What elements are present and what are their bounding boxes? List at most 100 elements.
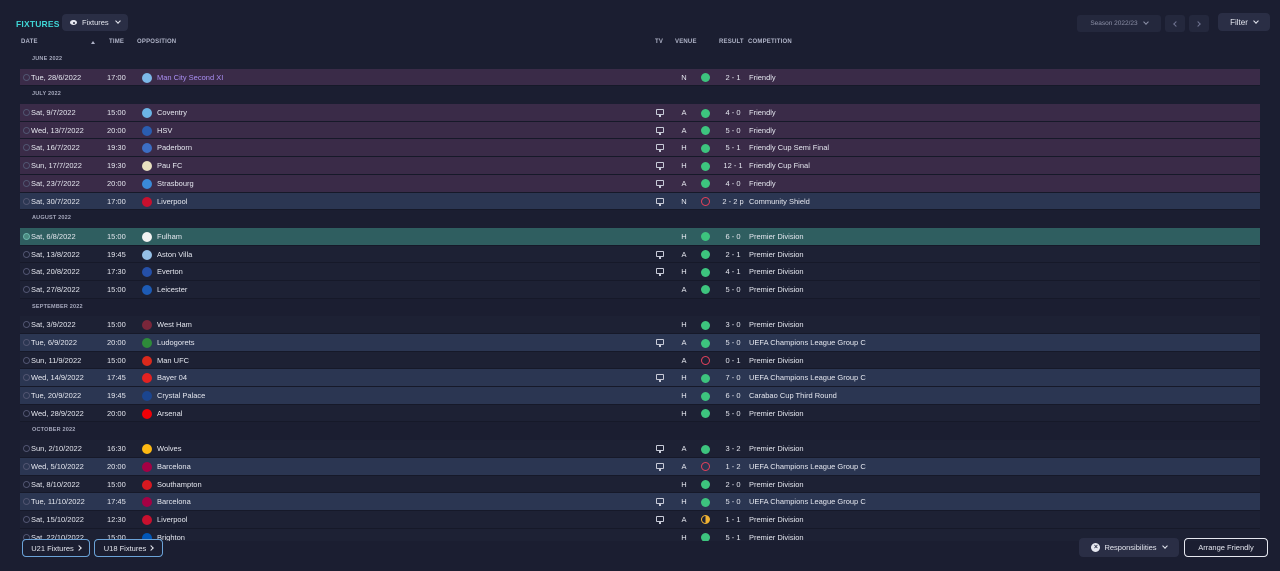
column-header-opposition[interactable]: OPPOSITION bbox=[137, 39, 177, 45]
opposition-link[interactable]: Fulham bbox=[157, 231, 183, 241]
opposition-link[interactable]: Liverpool bbox=[157, 514, 188, 524]
fixture-score[interactable]: 5 - 0 bbox=[725, 497, 741, 507]
fixture-score[interactable]: 5 - 1 bbox=[725, 143, 741, 153]
fixture-score[interactable]: 4 - 1 bbox=[725, 267, 741, 277]
opposition-link[interactable]: Barcelona bbox=[157, 497, 191, 507]
fixture-competition[interactable]: Premier Division bbox=[749, 320, 804, 330]
fixture-row[interactable]: Wed, 5/10/2022 20:00 Barcelona A 1 - 2 UEFA C… bbox=[20, 457, 1260, 476]
fixture-row[interactable]: Sun, 17/7/2022 19:30 Pau FC H 12 - 1 Friendly… bbox=[20, 157, 1260, 175]
fixture-row[interactable]: Tue, 6/9/2022 20:00 Ludogorets A 5 - 0 UEFA C… bbox=[20, 334, 1260, 352]
column-header-time[interactable]: TIME bbox=[109, 39, 125, 45]
fixture-competition[interactable]: Friendly Cup Final bbox=[749, 161, 810, 171]
fixture-score[interactable]: 2 - 1 bbox=[725, 72, 741, 82]
fixture-competition[interactable]: Premier Division bbox=[749, 249, 804, 259]
fixture-competition[interactable]: Premier Division bbox=[749, 408, 804, 418]
fixture-competition[interactable]: Premier Division bbox=[749, 231, 804, 241]
u21-fixtures-button[interactable]: U21 Fixtures bbox=[22, 539, 90, 557]
fixture-competition[interactable]: Premier Division bbox=[749, 284, 804, 294]
column-header-competition[interactable]: COMPETITION bbox=[748, 39, 792, 45]
u18-fixtures-button[interactable]: U18 Fixtures bbox=[94, 539, 163, 557]
fixture-row[interactable]: Wed, 13/7/2022 20:00 HSV A 5 - 0 Friendly bbox=[20, 121, 1260, 140]
fixture-row[interactable]: Sat, 13/8/2022 19:45 Aston Villa A 2 - 1 Prem… bbox=[20, 245, 1260, 264]
opposition-link[interactable]: Barcelona bbox=[157, 461, 191, 471]
fixture-score[interactable]: 6 - 0 bbox=[725, 231, 741, 241]
next-season-button[interactable] bbox=[1189, 15, 1209, 32]
fixture-row[interactable]: Sat, 6/8/2022 15:00 Fulham H 6 - 0 Premier Di… bbox=[20, 227, 1260, 246]
opposition-link[interactable]: Southampton bbox=[157, 479, 202, 489]
opposition-link[interactable]: Bayer 04 bbox=[157, 373, 188, 383]
fixture-score[interactable]: 4 - 0 bbox=[725, 108, 741, 118]
fixture-score[interactable]: 5 - 0 bbox=[725, 125, 741, 135]
fixture-row[interactable]: Sat, 15/10/2022 12:30 Liverpool A 1 - 1 Premi… bbox=[20, 510, 1260, 529]
fixture-competition[interactable]: Friendly bbox=[749, 72, 776, 82]
fixture-score[interactable]: 6 - 0 bbox=[725, 391, 741, 401]
opposition-link[interactable]: Paderborn bbox=[157, 143, 193, 153]
opposition-link[interactable]: Wolves bbox=[157, 444, 182, 454]
prev-season-button[interactable] bbox=[1165, 15, 1185, 32]
opposition-link[interactable]: Man City Second XI bbox=[157, 72, 224, 82]
fixture-competition[interactable]: Premier Division bbox=[749, 355, 804, 365]
fixture-competition[interactable]: Premier Division bbox=[749, 267, 804, 277]
column-header-tv[interactable]: TV bbox=[655, 39, 664, 45]
column-header-result[interactable]: RESULT bbox=[719, 39, 744, 45]
opposition-link[interactable]: Ludogorets bbox=[157, 338, 195, 347]
opposition-link[interactable]: Man UFC bbox=[157, 355, 190, 365]
fixture-score[interactable]: 5 - 1 bbox=[725, 532, 741, 541]
opposition-link[interactable]: Leicester bbox=[157, 284, 188, 294]
fixture-competition[interactable]: Carabao Cup Third Round bbox=[749, 391, 837, 401]
opposition-link[interactable]: Everton bbox=[157, 267, 183, 277]
fixture-score[interactable]: 5 - 0 bbox=[725, 284, 741, 294]
fixture-competition[interactable]: Friendly Cup Semi Final bbox=[749, 143, 830, 153]
fixture-competition[interactable]: Premier Division bbox=[749, 514, 804, 524]
fixture-row[interactable]: Wed, 14/9/2022 17:45 Bayer 04 H 7 - 0 UEFA Ch… bbox=[20, 369, 1260, 388]
fixture-competition[interactable]: Premier Division bbox=[749, 532, 804, 541]
fixture-row[interactable]: Sat, 23/7/2022 20:00 Strasbourg A 4 - 0 Frien… bbox=[20, 174, 1260, 193]
fixture-row[interactable]: Sat, 20/8/2022 17:30 Everton H 4 - 1 Premier … bbox=[20, 263, 1260, 281]
view-dropdown[interactable]: Fixtures bbox=[62, 14, 128, 31]
fixture-score[interactable]: 3 - 0 bbox=[725, 320, 741, 330]
fixture-score[interactable]: 0 - 1 bbox=[725, 355, 741, 365]
fixture-row[interactable]: Sat, 27/8/2022 15:00 Leicester A 5 - 0 Premie… bbox=[20, 280, 1260, 299]
fixture-row[interactable]: Sat, 22/10/2022 15:00 Brighton H 5 - 1 Premie… bbox=[20, 528, 1260, 541]
fixture-score[interactable]: 5 - 0 bbox=[725, 338, 741, 347]
fixture-row[interactable]: Tue, 11/10/2022 17:45 Barcelona H 5 - 0 UEFA … bbox=[20, 493, 1260, 511]
opposition-link[interactable]: Liverpool bbox=[157, 196, 188, 206]
fixture-row[interactable]: Sat, 3/9/2022 15:00 West Ham H 3 - 0 Premier … bbox=[20, 316, 1260, 334]
fixture-score[interactable]: 5 - 0 bbox=[725, 408, 741, 418]
fixture-competition[interactable]: Premier Division bbox=[749, 479, 804, 489]
arrange-friendly-button[interactable]: Arrange Friendly bbox=[1184, 538, 1268, 557]
fixture-competition[interactable]: Premier Division bbox=[749, 444, 804, 454]
fixture-score[interactable]: 7 - 0 bbox=[725, 373, 741, 383]
opposition-link[interactable]: Pau FC bbox=[157, 161, 183, 171]
fixture-row[interactable]: Tue, 28/6/2022 17:00 Man City Second XI N 2 … bbox=[20, 68, 1260, 87]
fixture-score[interactable]: 2 - 0 bbox=[725, 479, 741, 489]
fixture-row[interactable]: Sat, 8/10/2022 15:00 Southampton H 2 - 0 Prem… bbox=[20, 475, 1260, 494]
opposition-link[interactable]: Strasbourg bbox=[157, 178, 194, 188]
fixture-competition[interactable]: Friendly bbox=[749, 178, 776, 188]
fixture-competition[interactable]: UEFA Champions League Group C bbox=[749, 373, 866, 383]
fixture-competition[interactable]: UEFA Champions League Group C bbox=[749, 338, 866, 347]
fixture-competition[interactable]: UEFA Champions League Group C bbox=[749, 461, 866, 471]
fixture-row[interactable]: Tue, 20/9/2022 19:45 Crystal Palace H 6 - 0 C… bbox=[20, 387, 1260, 405]
fixture-competition[interactable]: Community Shield bbox=[749, 196, 810, 206]
season-select[interactable]: Season 2022/23 bbox=[1077, 15, 1161, 32]
opposition-link[interactable]: Crystal Palace bbox=[157, 391, 206, 401]
fixture-row[interactable]: Sun, 2/10/2022 16:30 Wolves A 3 - 2 Premier D… bbox=[20, 440, 1260, 458]
fixture-score[interactable]: 12 - 1 bbox=[723, 161, 743, 171]
fixture-score[interactable]: 4 - 0 bbox=[725, 178, 741, 188]
opposition-link[interactable]: Arsenal bbox=[157, 408, 183, 418]
opposition-link[interactable]: Aston Villa bbox=[157, 249, 193, 259]
fixture-row[interactable]: Wed, 28/9/2022 20:00 Arsenal H 5 - 0 Premier … bbox=[20, 404, 1260, 423]
column-header-venue[interactable]: VENUE bbox=[675, 39, 697, 45]
opposition-link[interactable]: Coventry bbox=[157, 108, 188, 118]
fixture-competition[interactable]: Friendly bbox=[749, 108, 776, 118]
opposition-link[interactable]: West Ham bbox=[157, 320, 192, 330]
fixture-competition[interactable]: UEFA Champions League Group C bbox=[749, 497, 866, 507]
column-header-date[interactable]: DATE bbox=[21, 39, 38, 45]
fixture-row[interactable]: Sat, 9/7/2022 15:00 Coventry A 4 - 0 Friendly bbox=[20, 104, 1260, 122]
fixture-row[interactable]: Sat, 30/7/2022 17:00 Liverpool N 2 - 2 p Comm… bbox=[20, 192, 1260, 211]
fixture-score[interactable]: 1 - 2 bbox=[725, 461, 741, 471]
fixture-score[interactable]: 2 - 1 bbox=[725, 249, 741, 259]
fixture-score[interactable]: 2 - 2 p bbox=[722, 196, 744, 206]
fixture-row[interactable]: Sun, 11/9/2022 15:00 Man UFC A 0 - 1 Premier … bbox=[20, 351, 1260, 370]
